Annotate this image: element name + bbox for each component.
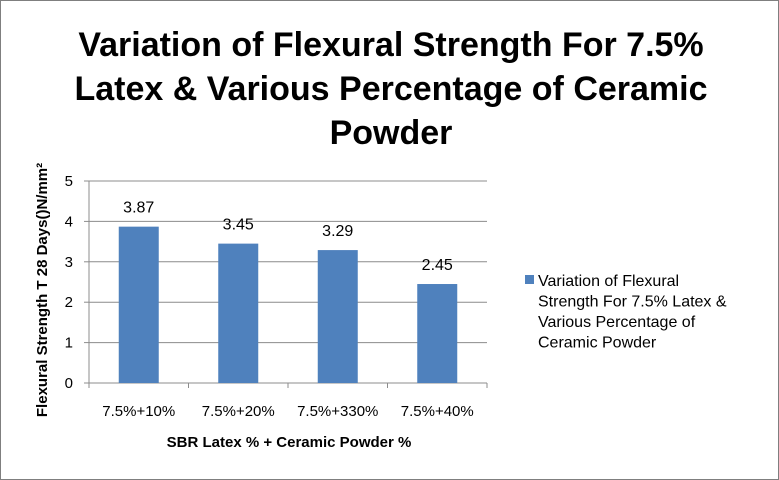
y-tick-label: 3 — [65, 254, 73, 271]
bar — [218, 243, 259, 383]
legend-label: Various Percentage of — [538, 314, 696, 331]
bar — [417, 284, 458, 383]
data-label: 3.29 — [322, 223, 353, 240]
legend-swatch — [525, 275, 534, 284]
legend-label: Variation of Flexural — [538, 273, 679, 290]
x-tick-label: 7.5%+20% — [202, 403, 275, 420]
x-axis-title: SBR Latex % + Ceramic Powder % — [167, 434, 412, 451]
chart-title-line-3: Powder — [329, 114, 453, 152]
x-tick-label: 7.5%+330% — [297, 403, 378, 420]
bar — [317, 250, 358, 383]
bar — [118, 226, 159, 383]
y-tick-label: 2 — [65, 294, 73, 311]
chart-title-line-2: Latex & Various Percentage of Ceramic — [74, 70, 708, 108]
data-label: 3.45 — [223, 217, 254, 234]
data-label: 3.87 — [123, 200, 154, 217]
chart-title-line-1: Variation of Flexural Strength For 7.5% — [78, 26, 704, 64]
y-axis-title: Flexural Strength T 28 Days()N/mm² — [34, 163, 51, 417]
legend-label: Strength For 7.5% Latex & — [538, 294, 727, 311]
x-tick-label: 7.5%+10% — [102, 403, 175, 420]
legend-label: Ceramic Powder — [538, 335, 657, 352]
x-tick-label: 7.5%+40% — [401, 403, 474, 420]
y-tick-label: 0 — [65, 375, 73, 392]
chart-title: Variation of Flexural Strength For 7.5% … — [41, 23, 741, 155]
y-tick-label: 5 — [65, 173, 73, 190]
y-tick-label: 4 — [65, 213, 73, 230]
data-label: 2.45 — [422, 257, 453, 274]
y-tick-label: 1 — [65, 335, 73, 352]
